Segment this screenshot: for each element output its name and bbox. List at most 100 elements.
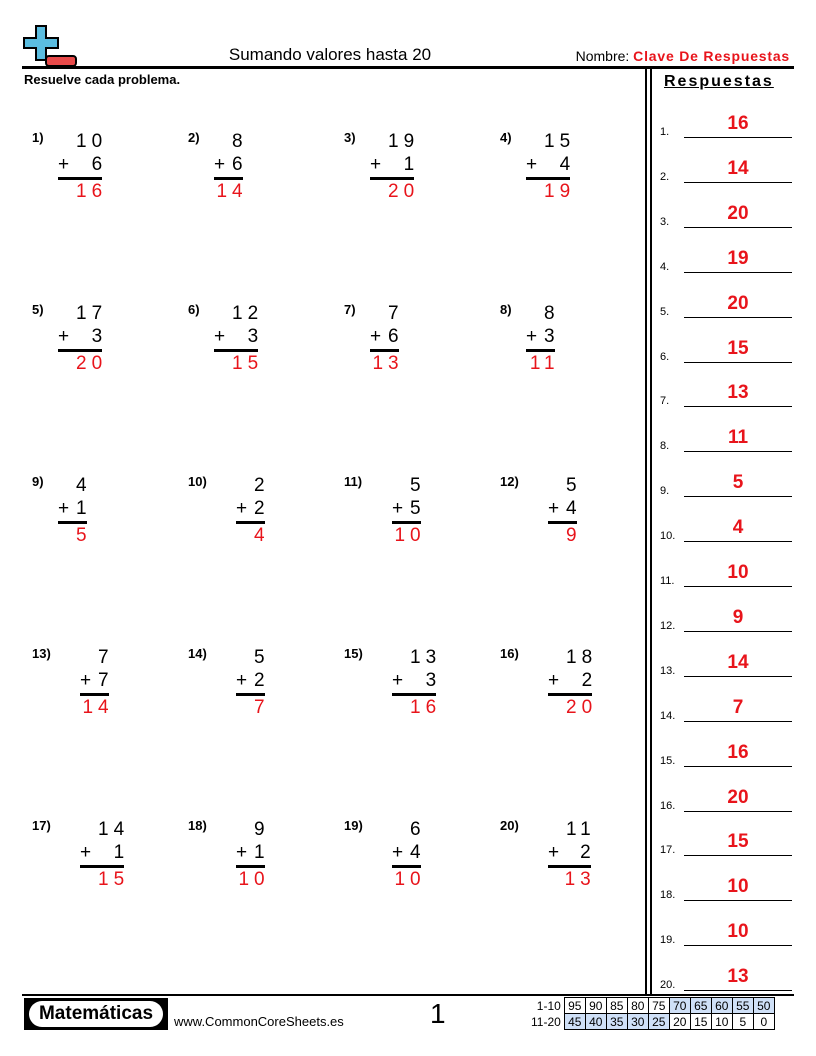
- answer-value: 20: [727, 292, 749, 314]
- answer-label: 4.: [660, 260, 670, 273]
- problem-expression: 7 +6 13: [370, 302, 399, 375]
- sum-bar: [80, 693, 109, 696]
- plus-sign: +: [236, 498, 248, 519]
- addend-bottom: 5: [410, 498, 426, 519]
- problem: 17) 14 +1 15: [32, 818, 182, 918]
- plus-sign: +: [370, 326, 382, 347]
- sum-bar: [58, 521, 87, 524]
- addend-top: 9: [254, 819, 270, 840]
- answer: 19: [544, 181, 576, 202]
- answer-label: 15.: [660, 754, 676, 767]
- answer-value: 14: [727, 651, 749, 673]
- addend-top: 15: [544, 131, 576, 152]
- answer-line: [684, 406, 792, 408]
- answer-line: [684, 541, 792, 543]
- addend-top: 10: [76, 131, 108, 152]
- problem-expression: 18 +2 20: [548, 646, 593, 719]
- answer-label: 5.: [660, 305, 670, 318]
- score-cell: 45: [563, 1013, 586, 1030]
- score-cell: 85: [605, 997, 628, 1014]
- addend-top: 18: [566, 647, 598, 668]
- spacer: [526, 302, 540, 325]
- problem: 19) 6 +4 10: [344, 818, 494, 918]
- plus-sign: +: [214, 154, 226, 175]
- answer-row: 2. 14: [660, 155, 792, 185]
- answer-label: 11.: [660, 575, 675, 587]
- addend-top: 14: [98, 819, 130, 840]
- plus-sign: +: [548, 670, 560, 691]
- problem-number: 9): [32, 474, 44, 489]
- addend-top: 19: [388, 131, 420, 152]
- plus-sign: +: [526, 326, 538, 347]
- sum-bar: [526, 177, 571, 180]
- problem-expression: 10 +6 16: [58, 130, 103, 203]
- answer-row: 8. 11: [660, 424, 792, 454]
- score-cell: 25: [647, 1013, 670, 1030]
- problem: 3) 19 +1 20: [344, 130, 494, 230]
- sum-bar: [236, 693, 265, 696]
- problem-number: 5): [32, 302, 44, 317]
- sum-bar: [214, 349, 259, 352]
- addend-top: 4: [76, 475, 92, 496]
- answer-value: 7: [732, 696, 744, 718]
- answer-row: 9. 5: [660, 469, 792, 499]
- addend-bottom: 1: [113, 842, 130, 863]
- answer-label: 8.: [660, 440, 670, 453]
- problem-number: 12): [500, 474, 519, 489]
- sum-bar: [370, 177, 415, 180]
- answer-label: 17.: [660, 844, 676, 857]
- answer-label: 18.: [660, 889, 676, 902]
- problem-number: 10): [188, 474, 207, 489]
- addend-bottom: 3: [544, 326, 560, 347]
- answer: 5: [76, 525, 92, 546]
- addend-bottom: 6: [91, 154, 108, 175]
- answer-row: 17. 15: [660, 828, 792, 858]
- brand-text: Matemáticas: [29, 1001, 163, 1027]
- name-value: Clave De Respuestas: [633, 48, 790, 64]
- score-table: 1-10 95 90 85 80 75 70 65 60 55 50 11-20 45 40 35 30 25 2…: [528, 997, 775, 1030]
- answer-value: 10: [727, 562, 749, 583]
- problem-number: 15): [344, 646, 363, 661]
- plus-sign: +: [236, 670, 248, 691]
- score-cell: 0: [752, 1013, 775, 1030]
- problem: 4) 15 +4 19: [500, 130, 650, 230]
- site-url: www.CommonCoreSheets.es: [174, 1014, 344, 1029]
- addend-top: 5: [566, 475, 582, 496]
- answer: 9: [566, 525, 582, 546]
- score-cell: 90: [584, 997, 607, 1014]
- spacer: [214, 130, 228, 153]
- spacer: [236, 474, 250, 497]
- problem-expression: 5 +2 7: [236, 646, 265, 719]
- answer: 7: [254, 697, 270, 718]
- problem-number: 20): [500, 818, 519, 833]
- answer-line: [684, 720, 792, 722]
- score-cell: 65: [689, 997, 712, 1014]
- problem-number: 3): [344, 130, 356, 145]
- answer-row: 7. 13: [660, 379, 792, 409]
- plus-sign: +: [392, 670, 404, 691]
- answer-line: [684, 271, 792, 273]
- problem-expression: 14 +1 15: [80, 818, 125, 891]
- score-cell: 40: [584, 1013, 607, 1030]
- problem-number: 18): [188, 818, 207, 833]
- score-cell: 70: [668, 997, 691, 1014]
- column-divider: [650, 66, 652, 996]
- addend-top: 6: [410, 819, 426, 840]
- problem-number: 7): [344, 302, 356, 317]
- sum-bar: [58, 177, 103, 180]
- problem-number: 2): [188, 130, 200, 145]
- score-cell: 10: [710, 1013, 733, 1030]
- answer-label: 16.: [660, 799, 676, 812]
- sum-bar: [548, 693, 593, 696]
- score-cell: 15: [689, 1013, 712, 1030]
- score-cell: 50: [752, 997, 775, 1014]
- answer-line: [684, 765, 792, 767]
- answer: 16: [410, 697, 442, 718]
- answer-row: 14. 7: [660, 694, 792, 724]
- problem-number: 13): [32, 646, 51, 661]
- answer: 10: [238, 869, 270, 890]
- addend-top: 5: [254, 647, 270, 668]
- score-cell: 35: [605, 1013, 628, 1030]
- answer-line: [684, 630, 792, 632]
- answer: 13: [372, 353, 404, 374]
